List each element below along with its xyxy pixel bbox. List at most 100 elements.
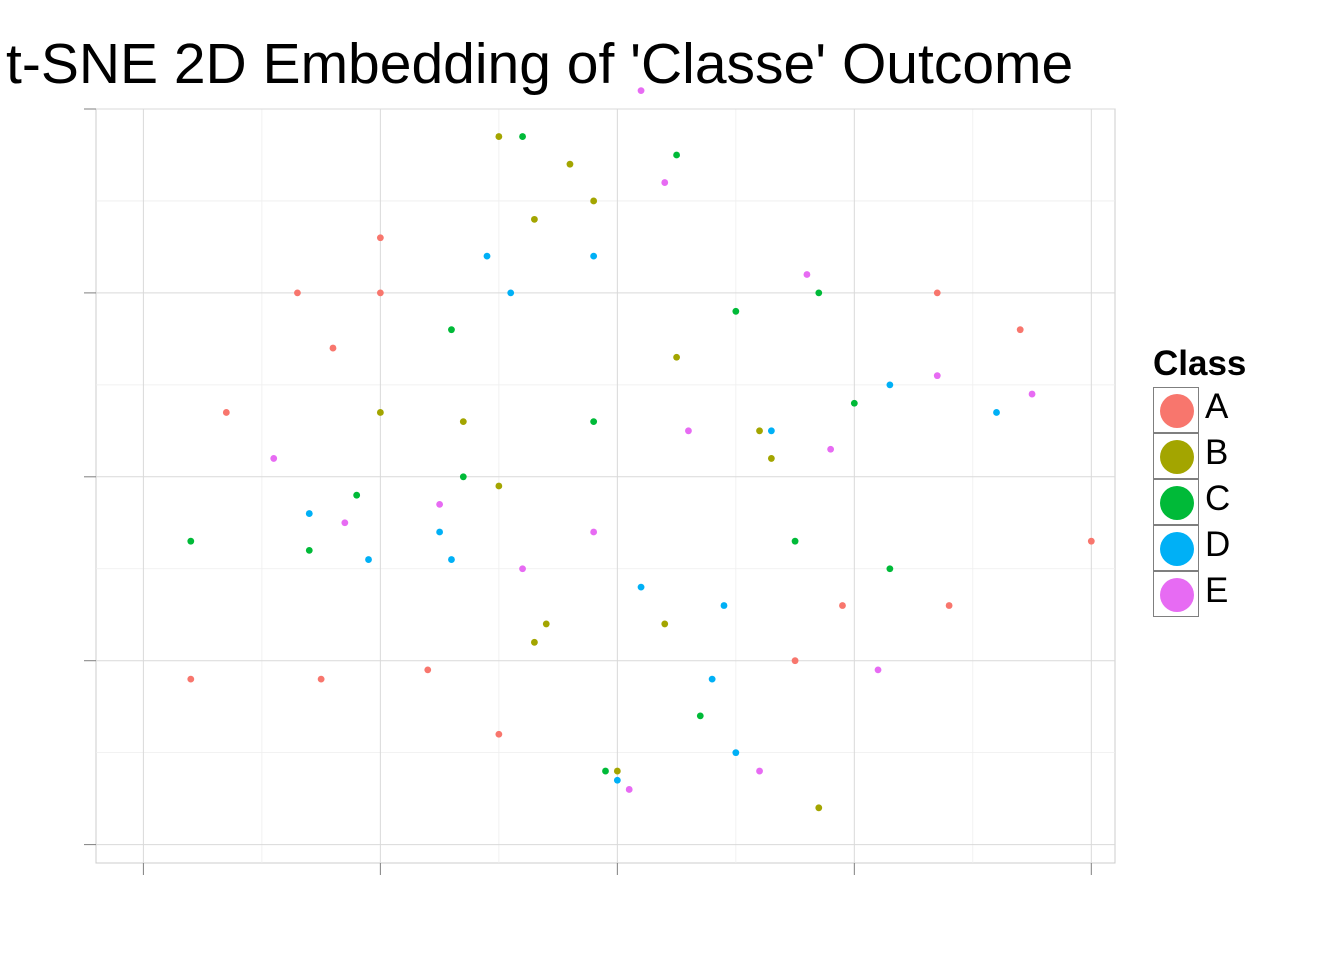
data-point-d: [305, 510, 313, 517]
data-points: [187, 87, 1095, 812]
legend-key: [1153, 525, 1199, 571]
legend-swatch: [1160, 486, 1194, 520]
data-point-a: [933, 289, 941, 297]
data-point-c: [815, 289, 823, 297]
data-point-b: [590, 197, 598, 205]
legend-key: [1153, 433, 1199, 479]
data-point-a: [222, 409, 230, 416]
plot-panel: [95, 108, 1116, 864]
data-point-d: [767, 427, 775, 435]
data-point-e: [1028, 390, 1036, 398]
data-point-a: [945, 602, 953, 609]
data-point-e: [590, 528, 598, 536]
data-point-b: [542, 620, 550, 628]
data-point-b: [459, 418, 467, 426]
data-point-e: [933, 372, 941, 380]
data-point-b: [767, 455, 775, 462]
legend-item-a: A: [1153, 387, 1246, 433]
data-point-c: [590, 418, 598, 426]
legend-label: D: [1205, 525, 1231, 564]
data-point-d: [708, 675, 716, 683]
data-point-b: [566, 160, 574, 168]
data-point-d: [436, 528, 444, 536]
data-point-e: [827, 445, 835, 453]
legend-swatch: [1160, 394, 1194, 428]
legend-item-c: C: [1153, 479, 1246, 525]
data-point-a: [495, 730, 503, 738]
data-point-e: [270, 455, 278, 462]
data-point-c: [602, 767, 609, 775]
data-point-c: [732, 307, 740, 315]
legend-swatch: [1160, 532, 1194, 566]
data-point-b: [495, 133, 503, 140]
data-point-e: [519, 565, 526, 573]
data-point-e: [436, 500, 444, 508]
data-point-c: [187, 537, 195, 545]
data-point-e: [756, 767, 763, 775]
data-point-c: [305, 546, 313, 554]
data-point-c: [886, 565, 894, 573]
data-point-e: [341, 519, 349, 527]
data-point-a: [839, 602, 846, 609]
data-point-b: [815, 804, 823, 812]
data-point-a: [329, 344, 337, 352]
data-point-d: [590, 252, 598, 260]
grid-lines: [96, 108, 1115, 863]
data-point-b: [531, 215, 538, 223]
data-point-a: [376, 234, 384, 242]
legend-swatch: [1160, 440, 1194, 474]
data-point-d: [507, 289, 515, 297]
data-point-c: [696, 712, 704, 720]
data-point-b: [376, 409, 384, 416]
data-point-e: [874, 666, 882, 674]
data-point-a: [376, 289, 384, 297]
data-point-b: [756, 427, 763, 435]
data-point-a: [317, 675, 325, 683]
data-point-d: [448, 556, 455, 563]
legend-item-d: D: [1153, 525, 1246, 571]
data-point-c: [519, 133, 526, 140]
data-point-d: [365, 556, 372, 563]
data-point-c: [791, 537, 799, 545]
data-point-c: [850, 399, 858, 407]
data-point-d: [483, 252, 491, 260]
legend-label: E: [1205, 571, 1229, 610]
data-point-c: [673, 151, 680, 159]
legend-key: [1153, 571, 1199, 617]
data-point-a: [294, 289, 301, 297]
legend-label: B: [1205, 433, 1229, 472]
data-point-c: [353, 491, 361, 499]
chart-title: t-SNE 2D Embedding of 'Classe' Outcome: [6, 32, 1074, 96]
data-point-d: [613, 776, 621, 784]
data-point-d: [732, 749, 740, 757]
data-point-a: [791, 657, 799, 665]
data-point-b: [613, 767, 621, 775]
data-point-e: [803, 271, 811, 278]
legend-key: [1153, 387, 1199, 433]
data-point-e: [685, 427, 692, 435]
legend-title: Class: [1153, 344, 1247, 383]
data-point-a: [1087, 537, 1095, 545]
legend-item-b: B: [1153, 433, 1246, 479]
data-point-a: [187, 675, 195, 683]
data-point-b: [673, 353, 680, 361]
data-point-a: [1016, 326, 1024, 334]
data-point-b: [661, 620, 669, 628]
data-point-e: [625, 786, 633, 793]
data-point-b: [531, 638, 538, 646]
data-point-e: [637, 87, 645, 95]
data-point-d: [993, 409, 1000, 416]
axis-ticks: [84, 108, 1092, 875]
legend-label: C: [1205, 479, 1231, 518]
legend-key: [1153, 479, 1199, 525]
legend-item-e: E: [1153, 571, 1246, 617]
data-point-d: [637, 583, 645, 591]
legend-swatch: [1160, 578, 1194, 612]
data-point-d: [720, 602, 728, 609]
legend-label: A: [1205, 387, 1229, 426]
data-point-a: [424, 666, 432, 674]
data-point-c: [448, 326, 455, 334]
data-point-c: [459, 473, 467, 481]
